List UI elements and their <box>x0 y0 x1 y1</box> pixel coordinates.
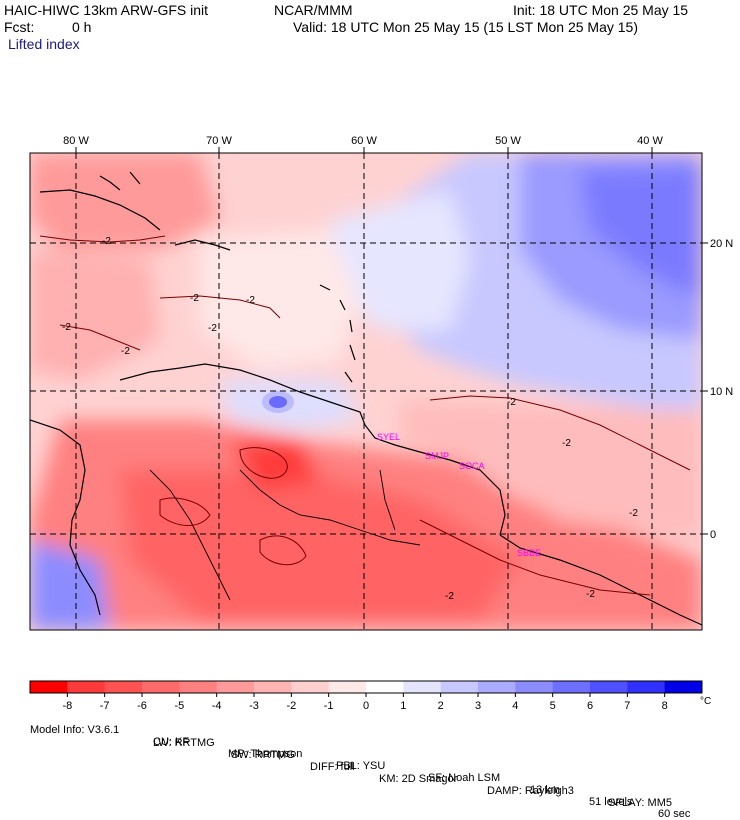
colorbar-swatch <box>328 681 367 693</box>
colorbar-tick-label: 6 <box>587 700 593 712</box>
model-info: Model Info: V3.6.1 <box>30 724 120 736</box>
lat-lon-grid <box>30 153 702 630</box>
sw-scheme: SW: RRTMG <box>231 749 295 761</box>
tick-marks <box>75 147 708 535</box>
contour-label: -2 <box>121 346 130 357</box>
damp-scheme: DAMP: Rayleigh3 <box>487 785 574 797</box>
colorbar-swatch <box>366 681 404 693</box>
lat-label-20n: 20 N <box>710 238 733 250</box>
lat-label-0: 0 <box>710 529 716 541</box>
colorbar-tick-label: 4 <box>512 700 518 712</box>
colorbar-tick-label: -3 <box>249 700 259 712</box>
fcst-label: Fcst: <box>4 19 35 35</box>
footer-line-2: LW: RRTMG SW: RRTMG DIFF: full KM: 2D Sm… <box>30 725 730 809</box>
colorbar-swatch <box>440 681 479 693</box>
station-syel: SYEL <box>377 432 400 442</box>
station-soca: SOCA <box>459 461 485 471</box>
colorbar-swatch <box>664 681 703 693</box>
km-scheme: KM: 2D Smagor <box>379 773 458 785</box>
colorbar-swatch <box>403 681 442 693</box>
contour-label: -2 <box>102 236 111 247</box>
colorbar-tick-label: 8 <box>662 700 668 712</box>
colorbar-tick-label: -2 <box>286 700 296 712</box>
colorbar-swatch <box>179 681 218 693</box>
colorbar-swatch <box>515 681 554 693</box>
colorbar-tick-label: -7 <box>100 700 110 712</box>
colorbar-tick-label: -6 <box>137 700 147 712</box>
contour-label: -2 <box>586 589 595 600</box>
colorbar <box>29 680 703 697</box>
colorbar-swatch <box>216 681 255 693</box>
lon-label-70w: 70 W <box>206 135 232 147</box>
colorbar-tick-label: 7 <box>624 700 630 712</box>
lifted-index-map: 80 W 70 W 60 W 50 W 40 W 20 N 10 N 0 -2 … <box>29 135 733 712</box>
colorbar-swatch <box>552 681 591 693</box>
colorbar-swatch <box>254 681 292 693</box>
coastlines <box>30 171 702 626</box>
colorbar-tick-label: 5 <box>550 700 556 712</box>
colorbar-tick-label: 3 <box>475 700 481 712</box>
colorbar-tick-label: 0 <box>363 700 369 712</box>
sflay-scheme: SFLAY: MM5 <box>608 797 672 809</box>
station-sbbe: SBBE <box>517 548 541 558</box>
timestep: 60 sec <box>658 808 691 820</box>
station-smjp: SMJP <box>425 451 449 461</box>
fcst-value: 0 h <box>72 19 92 35</box>
contour-lines <box>39 235 691 596</box>
colorbar-swatch <box>590 681 628 693</box>
field-name: Lifted index <box>8 36 80 52</box>
longitude-labels: 80 W 70 W 60 W 50 W 40 W <box>63 135 663 147</box>
colorbar-tick-label: -5 <box>174 700 184 712</box>
colorbar-swatch <box>478 681 516 693</box>
contour-value-labels: -2 -2 -2 -2 -2 -2 -2 -2 -2 -2 -2 <box>62 236 638 602</box>
colorbar-tick-label: 2 <box>438 700 444 712</box>
model-title: HAIC-HIWC 13km ARW-GFS init <box>4 2 209 18</box>
colorbar-labels: -8 -7 -6 -5 -4 -3 -2 -1 0 1 2 3 4 5 6 7 8 <box>62 700 667 712</box>
colorbar-tick-label: -1 <box>324 700 334 712</box>
contour-label: -2 <box>190 293 199 304</box>
contour-label: -2 <box>507 397 516 408</box>
colorbar-swatch <box>30 681 68 693</box>
contour-label: -2 <box>445 591 454 602</box>
init-time: Init: 18 UTC Mon 25 May 15 <box>513 2 689 18</box>
latitude-labels: 20 N 10 N 0 <box>710 238 733 541</box>
lon-label-40w: 40 W <box>637 135 663 147</box>
contour-label: -2 <box>629 508 638 519</box>
colorbar-swatch <box>104 681 143 693</box>
lat-label-10n: 10 N <box>710 386 733 398</box>
colorbar-swatch <box>291 681 330 693</box>
contour-label: -2 <box>246 295 255 306</box>
colorbar-swatch <box>627 681 666 693</box>
lw-scheme: LW: RRTMG <box>153 737 215 749</box>
colorbar-swatch <box>142 681 180 693</box>
contour-label: -2 <box>62 322 71 333</box>
lon-label-60w: 60 W <box>351 135 377 147</box>
contour-label: -2 <box>562 438 571 449</box>
diff-scheme: DIFF: full <box>310 761 355 773</box>
valid-time: Valid: 18 UTC Mon 25 May 15 (15 LST Mon … <box>293 19 638 35</box>
colorbar-tick-label: -8 <box>62 700 72 712</box>
lon-label-50w: 50 W <box>495 135 521 147</box>
station-labels: SYEL SMJP SOCA SBBE <box>377 432 541 558</box>
org-label: NCAR/MMM <box>274 2 353 18</box>
lon-label-80w: 80 W <box>63 135 89 147</box>
colorbar-swatch <box>67 681 106 693</box>
colorbar-tick-label: 1 <box>400 700 406 712</box>
contour-label: -2 <box>208 323 217 334</box>
colorbar-tick-label: -4 <box>212 700 222 712</box>
colorbar-unit: °C <box>700 696 711 707</box>
